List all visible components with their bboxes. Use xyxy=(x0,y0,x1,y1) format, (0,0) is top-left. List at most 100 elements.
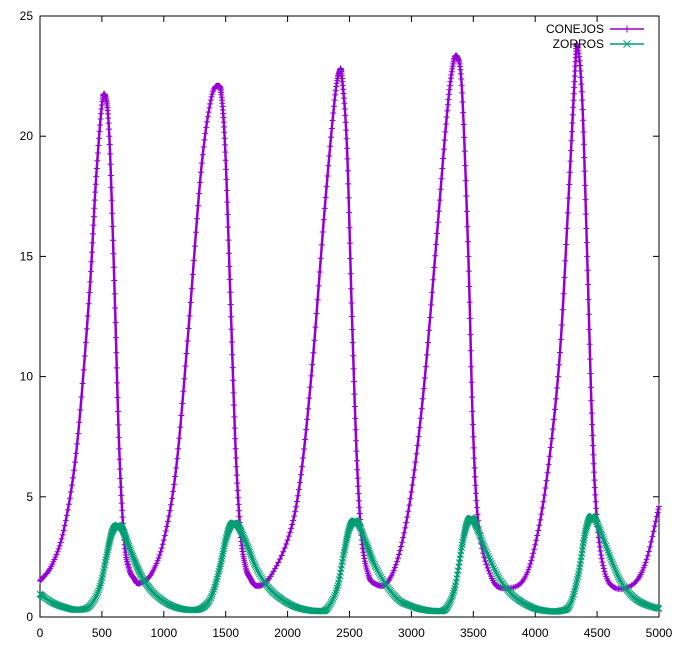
data-point xyxy=(459,89,466,96)
data-point xyxy=(375,569,383,577)
data-point xyxy=(105,115,112,122)
data-point xyxy=(434,230,441,237)
data-point xyxy=(216,565,223,573)
data-point xyxy=(447,597,454,605)
data-point xyxy=(590,460,597,467)
data-point xyxy=(215,568,223,575)
data-point xyxy=(469,408,476,415)
data-point xyxy=(198,160,205,167)
data-point xyxy=(410,474,417,481)
data-point xyxy=(463,208,470,215)
data-point xyxy=(208,93,215,100)
data-point xyxy=(598,551,605,558)
data-point xyxy=(181,375,188,382)
data-point xyxy=(59,531,66,538)
data-point xyxy=(296,479,303,486)
data-point xyxy=(579,106,586,113)
data-point xyxy=(112,319,119,326)
data-point xyxy=(610,562,617,570)
data-point xyxy=(493,570,501,578)
data-point xyxy=(175,445,182,452)
data-point xyxy=(460,534,467,541)
data-point xyxy=(407,495,414,502)
data-point xyxy=(62,517,69,524)
x-tick-label: 2500 xyxy=(336,626,363,640)
data-point xyxy=(230,377,237,384)
data-point xyxy=(106,141,113,148)
data-point xyxy=(77,406,84,413)
data-point xyxy=(197,169,204,176)
data-point xyxy=(114,408,121,415)
data-point xyxy=(104,544,112,552)
data-point xyxy=(329,117,336,124)
data-point xyxy=(209,590,216,598)
data-point xyxy=(52,554,59,561)
data-point xyxy=(117,475,124,482)
data-point xyxy=(640,564,647,571)
data-point xyxy=(60,527,67,534)
data-point xyxy=(580,537,588,544)
data-point xyxy=(374,568,382,575)
data-point xyxy=(533,537,540,544)
data-point xyxy=(438,175,445,182)
data-point xyxy=(606,551,613,559)
data-point xyxy=(578,88,585,95)
data-point xyxy=(315,282,322,289)
data-point xyxy=(301,445,308,452)
data-point xyxy=(160,537,167,544)
data-point xyxy=(656,503,662,510)
data-point xyxy=(450,589,457,597)
data-point xyxy=(224,199,231,206)
data-point xyxy=(118,492,125,499)
data-point xyxy=(273,562,280,569)
data-point xyxy=(577,62,584,69)
data-point xyxy=(644,552,651,559)
data-point xyxy=(232,435,239,442)
data-point xyxy=(304,416,311,423)
data-point xyxy=(325,162,332,169)
data-point xyxy=(226,263,233,270)
data-point xyxy=(66,495,73,502)
data-point xyxy=(471,455,478,462)
data-point xyxy=(249,556,257,564)
data-point xyxy=(170,488,177,495)
data-point xyxy=(584,267,591,274)
data-point xyxy=(598,555,605,562)
data-point xyxy=(571,78,578,85)
data-point xyxy=(246,549,254,556)
data-point xyxy=(316,268,323,275)
data-point xyxy=(605,549,612,557)
data-point xyxy=(214,570,222,578)
data-point xyxy=(598,531,606,539)
data-point xyxy=(474,511,481,518)
data-point xyxy=(166,507,173,514)
data-point xyxy=(464,223,471,230)
data-point xyxy=(93,590,101,598)
data-point xyxy=(217,560,225,568)
data-point xyxy=(174,455,181,462)
data-point xyxy=(89,239,96,246)
data-point xyxy=(109,223,116,230)
data-point xyxy=(642,559,649,566)
data-point xyxy=(475,529,483,536)
data-point xyxy=(479,538,486,546)
data-point xyxy=(319,229,326,236)
data-point xyxy=(582,196,589,203)
data-point xyxy=(350,352,357,359)
data-point xyxy=(105,126,112,133)
data-point xyxy=(447,595,455,603)
data-point xyxy=(517,581,524,588)
data-point xyxy=(592,491,599,498)
data-point xyxy=(189,271,196,278)
data-point xyxy=(190,257,197,264)
data-point xyxy=(591,469,598,476)
data-point xyxy=(600,535,607,543)
data-point xyxy=(291,513,298,520)
data-point xyxy=(251,562,259,569)
data-point xyxy=(327,134,334,141)
data-point xyxy=(445,96,452,103)
data-point xyxy=(472,490,479,497)
data-point xyxy=(370,559,377,566)
data-point xyxy=(71,467,78,474)
data-point xyxy=(221,123,228,130)
